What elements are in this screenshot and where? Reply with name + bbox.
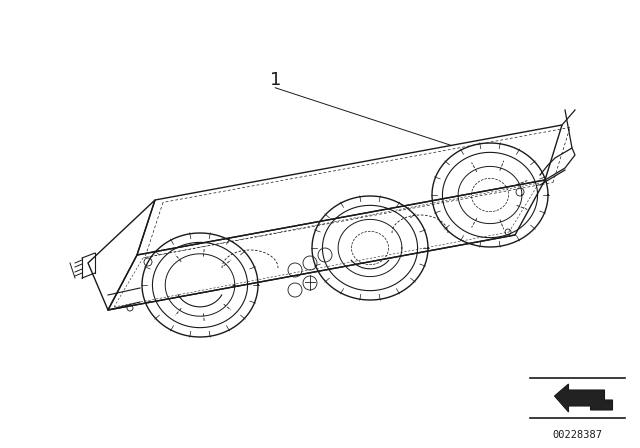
Text: 00228387: 00228387 xyxy=(552,430,602,440)
Polygon shape xyxy=(554,384,612,412)
Text: 1: 1 xyxy=(269,71,281,89)
